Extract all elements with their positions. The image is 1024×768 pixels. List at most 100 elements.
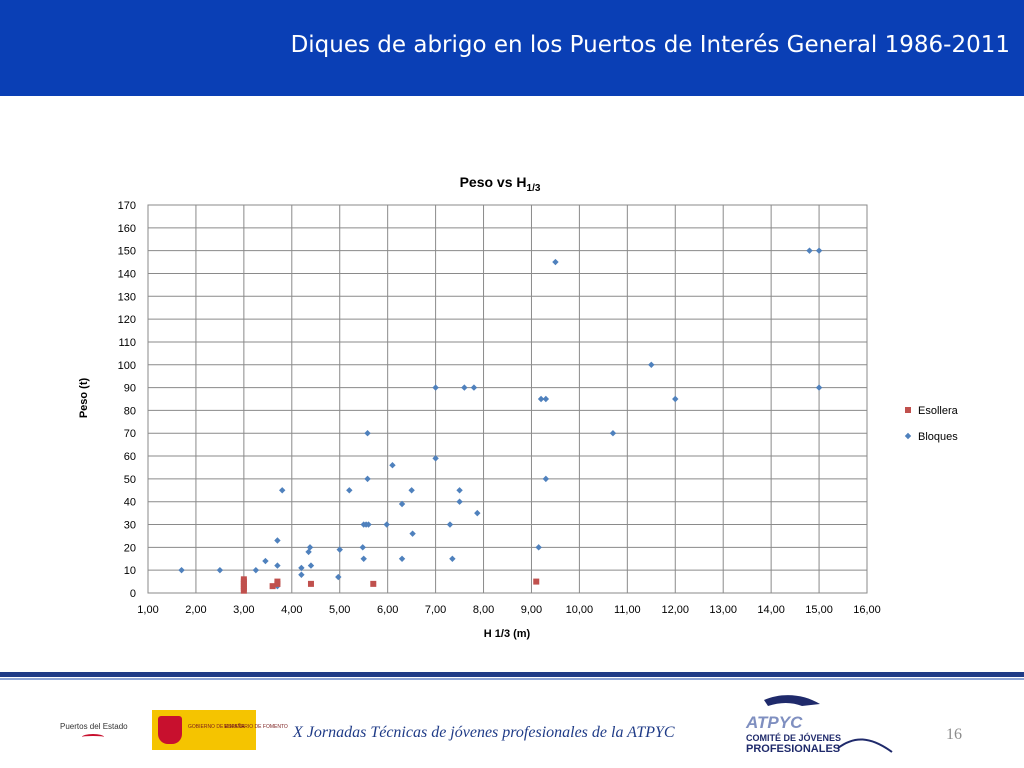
y-tick-label: 50 [124,474,136,486]
esollera-point [533,578,540,585]
y-tick-label: 150 [118,246,136,258]
atpyc-logo: ATPYC COMITÉ DE JÓVENES PROFESIONALES [745,695,893,755]
chart-axes: 1,00 2,00 3,00 4,00 5,00 6,00 7,00 8,00 9,00 10,0… [118,200,881,616]
y-tick-label: 140 [118,268,136,280]
legend-label-esollera: Esollera [918,405,959,417]
x-tick-label: 10,00 [566,604,594,616]
bloques-point [815,384,823,391]
y-tick-label: 120 [118,314,136,326]
swoosh-icon [82,734,104,740]
bloques-point [398,555,406,562]
y-tick-label: 130 [118,291,136,303]
y-tick-label: 80 [124,405,136,417]
bloques-point [306,544,314,551]
bloques-point [542,475,550,483]
esollera-point [240,576,247,583]
y-axis-label: Peso (t) [78,377,90,418]
bloques-point [474,509,481,517]
x-tick-label: 5,00 [329,604,350,616]
bloques-point [305,548,312,556]
bloques-point [542,395,550,403]
chart-gridlines [147,204,868,594]
bloques-point [389,461,396,469]
bloques-point [432,384,439,391]
gobierno-logo: GOBIERNO DE ESPAÑA MINISTERIO DE FOMENTO [152,710,288,750]
bloques-point [446,521,454,528]
gobierno-text: GOBIERNO DE ESPAÑA [188,724,245,730]
bloques-point [335,573,342,581]
bloques-point [398,500,406,508]
chart-legend: Esollera Bloques [904,405,959,443]
bloques-point [262,557,269,565]
y-tick-label: 0 [130,588,136,600]
bloques-point [359,544,366,551]
x-tick-label: 12,00 [662,604,690,616]
y-tick-label: 20 [124,542,136,554]
atpyc-subtitle-1: COMITÉ DE JÓVENES [746,732,841,743]
x-tick-label: 16,00 [853,604,881,616]
x-tick-label: 4,00 [281,604,302,616]
slide-title: Diques de abrigo en los Puertos de Inter… [290,32,1010,58]
bloques-point [815,247,823,254]
bloques-point [298,564,305,572]
bloques-point [346,487,353,494]
y-tick-label: 70 [124,428,136,440]
x-tick-label: 13,00 [709,604,737,616]
bloques-point [274,537,281,544]
page-number: 16 [946,726,962,743]
legend-swatch-esollera [905,407,911,413]
bloques-point [178,566,185,574]
bloques-point [408,487,415,494]
bloques-point [279,487,286,494]
bloques-point [216,566,224,574]
y-tick-label: 100 [118,360,136,372]
bloques-point [470,384,478,391]
bloques-point [252,566,260,574]
bloques-point [274,562,281,569]
chart-title: Peso vs H1/3 [460,174,541,194]
bloques-point [806,247,813,254]
bloques-point [456,498,463,505]
slide-header: Diques de abrigo en los Puertos de Inter… [0,0,1024,96]
bloques-point [364,475,371,483]
y-tick-label: 170 [118,200,136,212]
x-tick-label: 3,00 [233,604,254,616]
chart-points [178,247,823,594]
y-tick-label: 90 [124,383,136,395]
atpyc-subtitle-2: PROFESIONALES [746,743,840,755]
coat-of-arms-icon [158,716,182,744]
bloques-point [535,544,542,551]
puertos-del-estado-text: Puertos del Estado [60,722,128,731]
bloques-point [298,571,305,578]
bloques-point [537,395,545,403]
x-tick-label: 11,00 [614,604,641,616]
x-tick-label: 2,00 [185,604,206,616]
y-tick-label: 60 [124,451,136,463]
bloques-point [552,258,559,266]
x-tick-label: 15,00 [805,604,833,616]
bloques-point [456,487,463,494]
bloques-point [307,562,315,569]
x-tick-label: 8,00 [473,604,494,616]
esollera-point [307,580,314,587]
bloques-point [609,430,617,437]
x-tick-label: 9,00 [521,604,542,616]
x-axis-label: H 1/3 (m) [484,628,531,640]
bloques-point [672,395,679,403]
bloques-point [336,546,343,553]
y-tick-label: 30 [124,520,136,532]
bloques-point [648,361,655,368]
footer-event-text: X Jornadas Técnicas de jóvenes profesion… [293,724,675,741]
ministerio-text: MINISTERIO DE FOMENTO [224,724,288,730]
bloques-point [409,530,416,537]
x-tick-label: 1,00 [137,604,158,616]
footer-divider [0,672,1024,677]
bloques-point [461,384,468,391]
footer-divider-thin [0,678,1024,680]
y-tick-label: 110 [118,337,136,349]
x-tick-label: 7,00 [425,604,446,616]
bloques-point [365,521,372,528]
plot-area [147,204,868,594]
atpyc-wordmark: ATPYC [745,713,803,732]
x-tick-label: 6,00 [377,604,398,616]
